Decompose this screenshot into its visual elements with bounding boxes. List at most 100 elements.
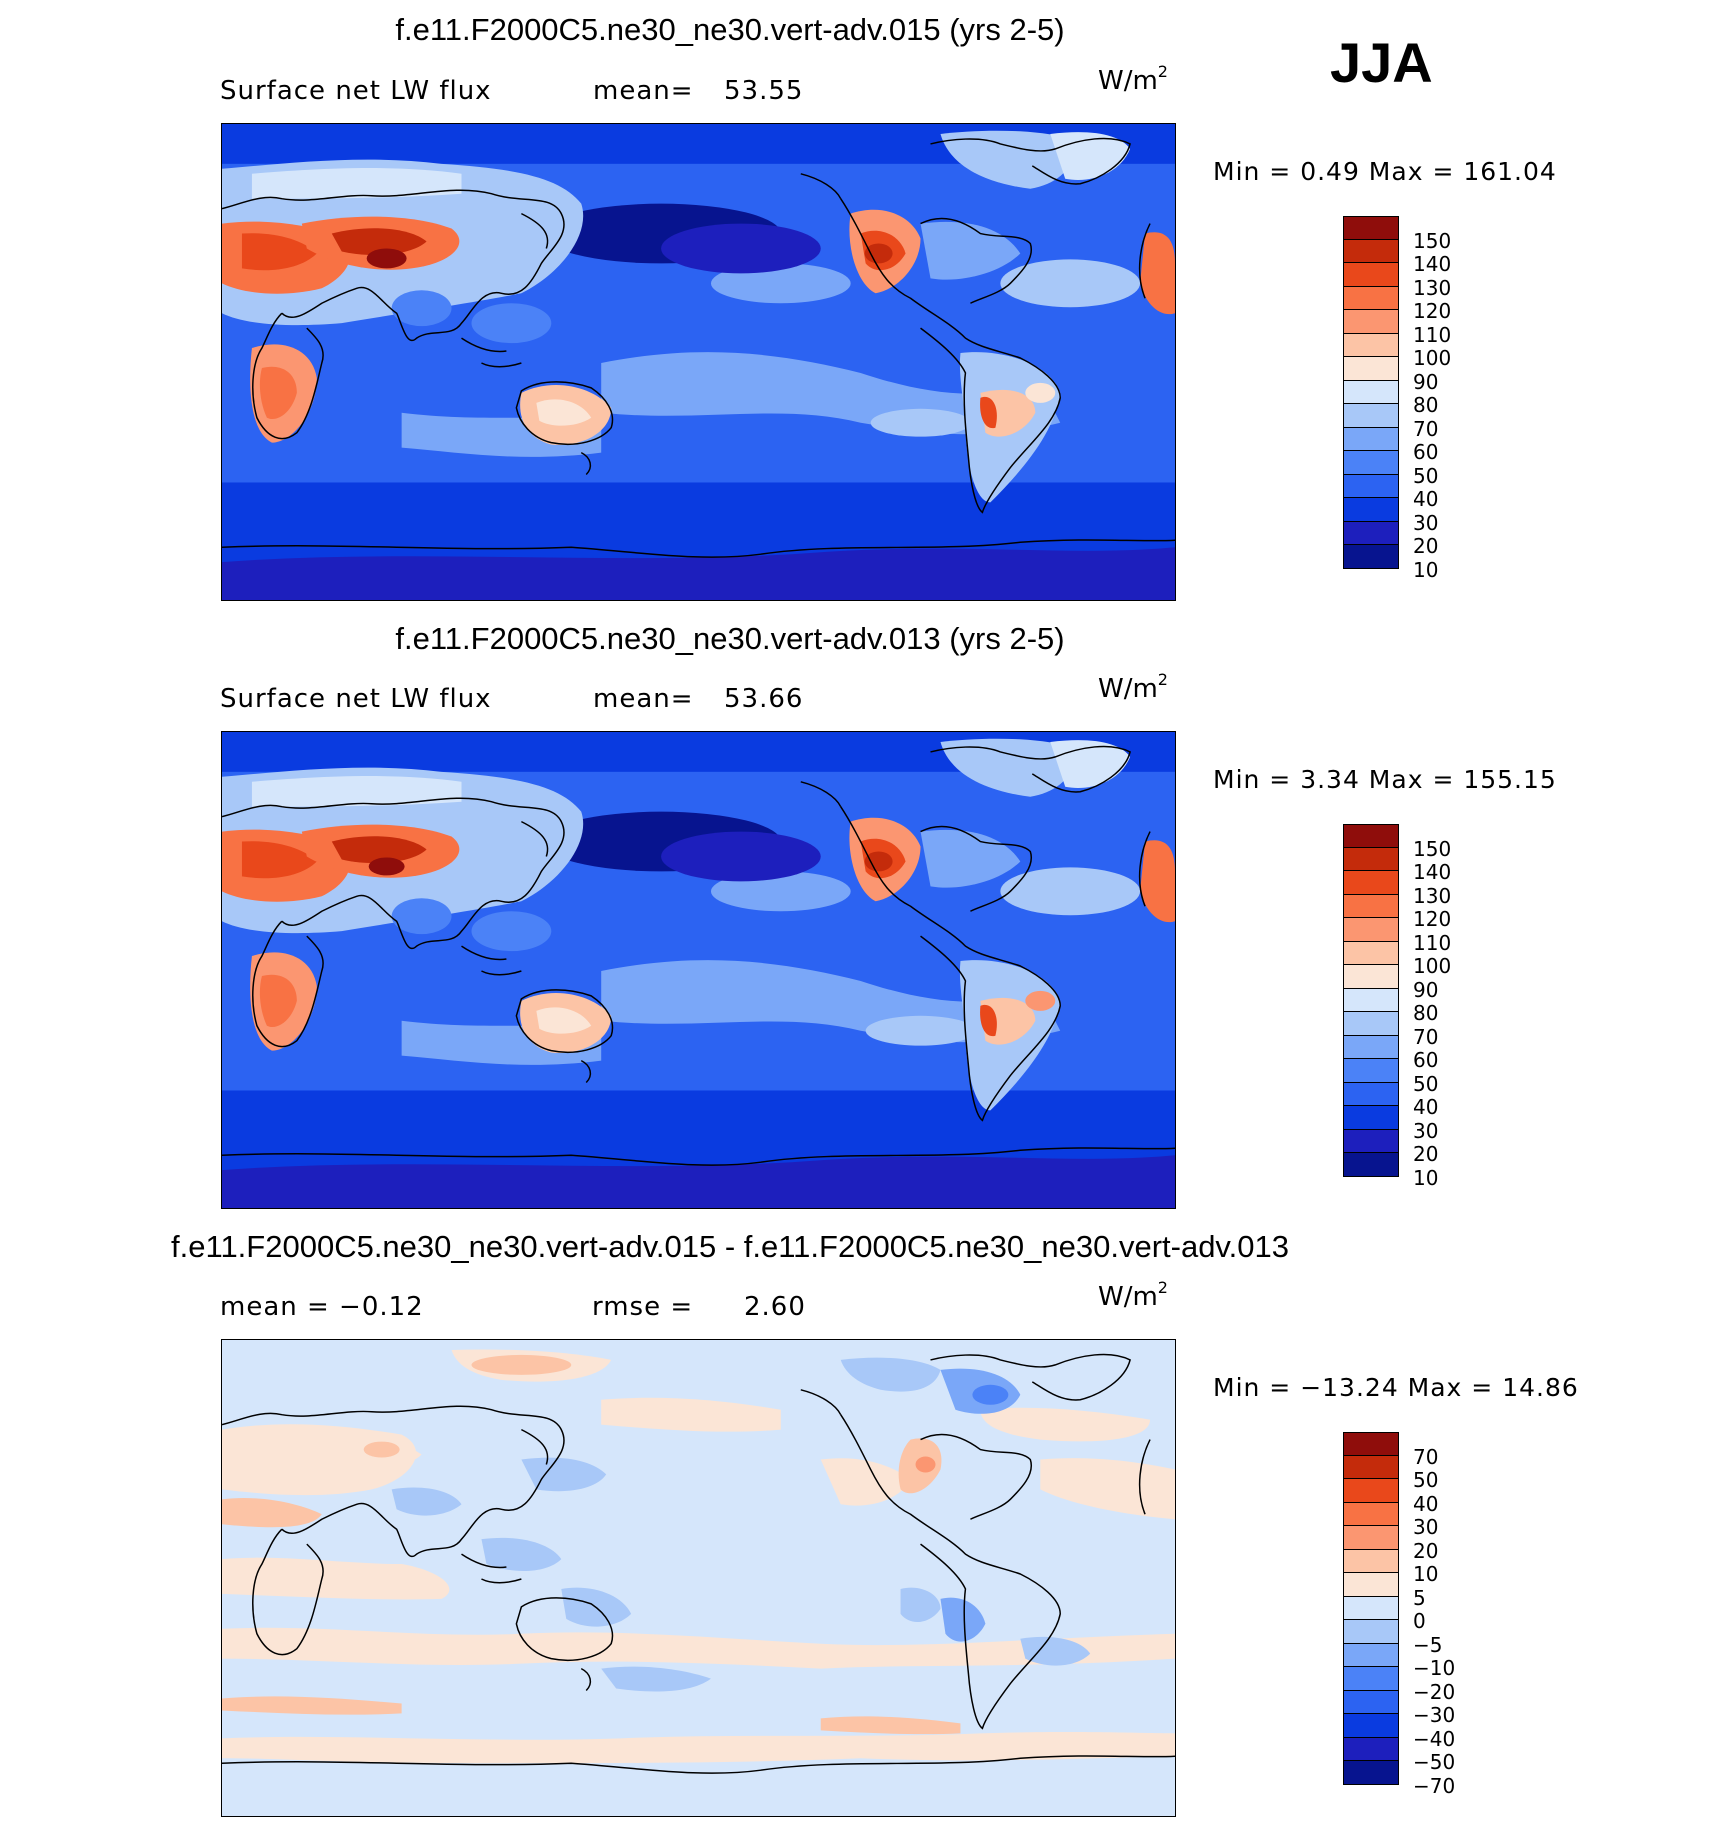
colorbar-level-label: −40 <box>1413 1726 1456 1751</box>
colorbar-segment <box>1343 1573 1399 1597</box>
colorbar-level-label: 70 <box>1413 1444 1439 1469</box>
colorbar-segment <box>1343 824 1399 848</box>
panel-1-mean-value: 53.55 <box>724 76 804 106</box>
colorbar-segment <box>1343 1620 1399 1644</box>
colorbar-level-label: −10 <box>1413 1656 1456 1680</box>
panel-1-map <box>221 123 1176 601</box>
colorbar-segment <box>1343 521 1399 545</box>
colorbar-level-label: 110 <box>1413 322 1452 347</box>
colorbar-segment <box>1343 1432 1399 1456</box>
panel-2-variable-label: Surface net LW flux <box>220 684 492 714</box>
panel-3-title: f.e11.F2000C5.ne30_ne30.vert-adv.015 - f… <box>171 1229 1289 1264</box>
colorbar-level-label: 10 <box>1413 1165 1439 1190</box>
colorbar-level-label: 110 <box>1413 930 1452 955</box>
colorbar-level-label: 60 <box>1413 1048 1439 1072</box>
colorbar-level-label: 20 <box>1413 1538 1439 1563</box>
colorbar-level-label: 100 <box>1413 346 1452 370</box>
panel-1-colorbar <box>1343 216 1399 569</box>
colorbar-level-label: 30 <box>1413 1118 1439 1143</box>
colorbar-level-label: 0 <box>1413 1609 1426 1633</box>
colorbar-level-label: 80 <box>1413 393 1439 417</box>
colorbar-segment <box>1343 1667 1399 1691</box>
panel-1-mean-label: mean= <box>593 76 694 106</box>
colorbar-level-label: 90 <box>1413 977 1439 1002</box>
colorbar-segment <box>1343 1737 1399 1761</box>
colorbar-segment <box>1343 847 1399 871</box>
panel-1-variable-label: Surface net LW flux <box>220 76 492 106</box>
colorbar-level-label: 70 <box>1413 1024 1439 1049</box>
colorbar-level-label: −5 <box>1413 1632 1443 1657</box>
colorbar-segment <box>1343 1012 1399 1036</box>
panel-2-mean-label: mean= <box>593 684 694 714</box>
colorbar-segment <box>1343 871 1399 895</box>
colorbar-level-label: 150 <box>1413 836 1452 861</box>
season-label: JJA <box>1330 31 1433 94</box>
colorbar-segment <box>1343 263 1399 287</box>
colorbar-segment <box>1343 1059 1399 1083</box>
colorbar-level-label: 120 <box>1413 299 1452 323</box>
colorbar-level-label: 60 <box>1413 440 1439 464</box>
panel-2-colorbar <box>1343 824 1399 1177</box>
panel-2-units: W/m2 <box>1098 670 1168 704</box>
colorbar-segment <box>1343 545 1399 569</box>
panel-3-minmax: Min = −13.24 Max = 14.86 <box>1213 1373 1579 1402</box>
panel-1-title: f.e11.F2000C5.ne30_ne30.vert-adv.015 (yr… <box>395 12 1065 47</box>
colorbar-level-label: 30 <box>1413 510 1439 535</box>
colorbar-level-label: 50 <box>1413 463 1439 488</box>
colorbar-segment <box>1343 965 1399 989</box>
colorbar-level-label: 130 <box>1413 883 1452 908</box>
colorbar-segment <box>1343 404 1399 428</box>
panel-3-rmse-value: 2.60 <box>744 1292 806 1322</box>
colorbar-level-label: 140 <box>1413 252 1452 276</box>
colorbar-segment <box>1343 357 1399 381</box>
colorbar-segment <box>1343 1761 1399 1785</box>
colorbar-level-label: 50 <box>1413 1468 1439 1492</box>
colorbar-segment <box>1343 1129 1399 1153</box>
colorbar-segment <box>1343 1106 1399 1130</box>
colorbar-segment <box>1343 1714 1399 1738</box>
colorbar-level-label: 10 <box>1413 557 1439 582</box>
colorbar-level-label: 150 <box>1413 228 1452 253</box>
colorbar-level-label: 70 <box>1413 416 1439 441</box>
colorbar-level-label: 90 <box>1413 369 1439 394</box>
panel-1-units: W/m2 <box>1098 62 1168 96</box>
colorbar-level-label: −50 <box>1413 1750 1456 1774</box>
panel-1-minmax: Min = 0.49 Max = 161.04 <box>1213 157 1557 186</box>
colorbar-segment <box>1343 427 1399 451</box>
colorbar-level-label: 20 <box>1413 534 1439 558</box>
colorbar-segment <box>1343 498 1399 522</box>
panel-2-title: f.e11.F2000C5.ne30_ne30.vert-adv.013 (yr… <box>395 621 1065 656</box>
colorbar-segment <box>1343 1526 1399 1550</box>
colorbar-level-label: 40 <box>1413 1491 1439 1516</box>
colorbar-level-label: 40 <box>1413 487 1439 511</box>
colorbar-segment <box>1343 239 1399 263</box>
colorbar-segment <box>1343 1153 1399 1177</box>
colorbar-segment <box>1343 918 1399 942</box>
colorbar-level-label: 140 <box>1413 860 1452 884</box>
colorbar-segment <box>1343 1082 1399 1106</box>
colorbar-segment <box>1343 1479 1399 1503</box>
colorbar-segment <box>1343 1035 1399 1059</box>
colorbar-segment <box>1343 286 1399 310</box>
panel-2-map <box>221 731 1176 1209</box>
colorbar-segment <box>1343 380 1399 404</box>
panel-2-mean-value: 53.66 <box>724 684 804 714</box>
panel-3-rmse-label: rmse = <box>592 1292 694 1322</box>
colorbar-segment <box>1343 894 1399 918</box>
colorbar-level-label: −20 <box>1413 1679 1456 1704</box>
colorbar-segment <box>1343 1690 1399 1714</box>
colorbar-segment <box>1343 941 1399 965</box>
colorbar-level-label: 5 <box>1413 1585 1426 1610</box>
colorbar-segment <box>1343 1596 1399 1620</box>
colorbar-level-label: 100 <box>1413 954 1452 978</box>
colorbar-segment <box>1343 1549 1399 1573</box>
colorbar-level-label: 50 <box>1413 1071 1439 1096</box>
colorbar-segment <box>1343 451 1399 475</box>
panel-3-colorbar <box>1343 1432 1399 1785</box>
colorbar-segment <box>1343 474 1399 498</box>
colorbar-level-label: −30 <box>1413 1703 1456 1727</box>
colorbar-level-label: −70 <box>1413 1773 1456 1798</box>
colorbar-level-label: 40 <box>1413 1095 1439 1119</box>
panel-3-mean-label: mean = −0.12 <box>220 1292 424 1322</box>
colorbar-level-label: 10 <box>1413 1562 1439 1586</box>
